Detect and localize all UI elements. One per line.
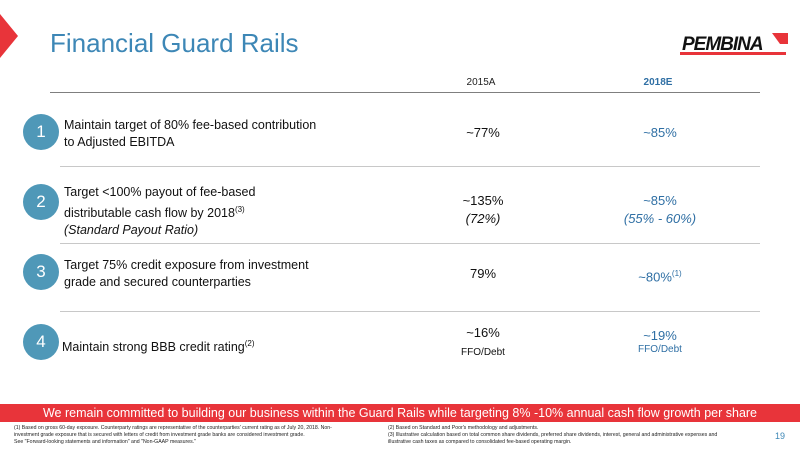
value-main: ~80%: [638, 269, 672, 285]
value-estimate: ~85%: [643, 125, 677, 140]
footnote-line: See "Forward-looking statements and info…: [14, 439, 197, 445]
page-title: Financial Guard Rails: [50, 28, 299, 58]
row-divider: [60, 311, 760, 312]
desc-line: (Standard Payout Ratio): [64, 223, 199, 238]
desc-line: Target <100% payout of fee-based: [64, 185, 256, 199]
page-number: 19: [775, 431, 786, 441]
footnote-ref: (3): [234, 205, 245, 214]
row-number-badge: 3: [23, 254, 59, 290]
value-actual: ~77%: [466, 125, 500, 140]
desc-line: grade and secured counterparties: [64, 275, 251, 289]
footnotes-left: (1) Based on gross 60-day exposure. Coun…: [14, 425, 384, 446]
value-main: ~135%: [462, 193, 504, 208]
desc-line: Maintain target of 80% fee-based contrib…: [64, 118, 317, 132]
closing-banner: We remain committed to building our busi…: [0, 404, 800, 422]
row-number-badge: 4: [23, 324, 59, 360]
footnote-line: (3) Illustrative calculation based on to…: [388, 432, 718, 438]
value-sub: (55% - 60%): [623, 211, 697, 226]
value-main: ~85%: [643, 193, 677, 208]
value-actual: ~135% (72%): [413, 192, 553, 228]
footnote-ref: (1): [671, 269, 682, 278]
footnotes-right: (2) Based on Standard and Poor's methodo…: [388, 425, 766, 446]
desc-line: to Adjusted EBITDA: [64, 135, 175, 149]
footnote-line: investment grade exposure that is secure…: [14, 432, 305, 438]
pembina-logo: PEMBINA: [680, 33, 788, 55]
value-sub: (72%): [465, 211, 501, 226]
footnote-line: illustrative cash taxes as compared to c…: [388, 439, 572, 445]
column-header-actual: 2015A: [466, 77, 496, 88]
desc-line: Target 75% credit exposure from investme…: [64, 258, 309, 272]
row-description: Target <100% payout of fee-based distrib…: [64, 184, 255, 239]
row-number-badge: 1: [23, 114, 59, 150]
row-description: Maintain strong BBB credit rating(2): [62, 335, 255, 356]
footnote-line: (2) Based on Standard and Poor's methodo…: [388, 425, 539, 431]
value-sub: FFO/Debt: [461, 347, 505, 358]
value-main: ~16%: [466, 325, 500, 340]
row-description: Target 75% credit exposure from investme…: [64, 257, 309, 291]
row-description: Maintain target of 80% fee-based contrib…: [64, 117, 316, 151]
row-divider: [60, 166, 760, 167]
value-main: ~19%: [643, 328, 677, 343]
footnote-ref: (2): [244, 339, 255, 348]
desc-line: Maintain strong BBB credit rating: [62, 340, 245, 355]
value-estimate: ~80%(1): [590, 265, 730, 286]
desc-line: distributable cash flow by 2018: [64, 206, 235, 221]
column-header-estimate: 2018E: [643, 77, 673, 88]
row-divider: [60, 243, 760, 244]
value-sub: FFO/Debt: [638, 344, 682, 355]
value-estimate: ~19% FFO/Debt: [590, 327, 730, 359]
value-actual: ~16% FFO/Debt: [413, 324, 553, 362]
value-actual: 79%: [469, 266, 497, 281]
row-number-badge: 2: [23, 184, 59, 220]
red-accent-tab: [0, 14, 18, 58]
value-estimate: ~85% (55% - 60%): [590, 192, 730, 228]
logo-wordmark: PEMBINA: [682, 34, 763, 55]
footnote-line: (1) Based on gross 60-day exposure. Coun…: [14, 425, 332, 431]
header-divider: [50, 92, 760, 93]
